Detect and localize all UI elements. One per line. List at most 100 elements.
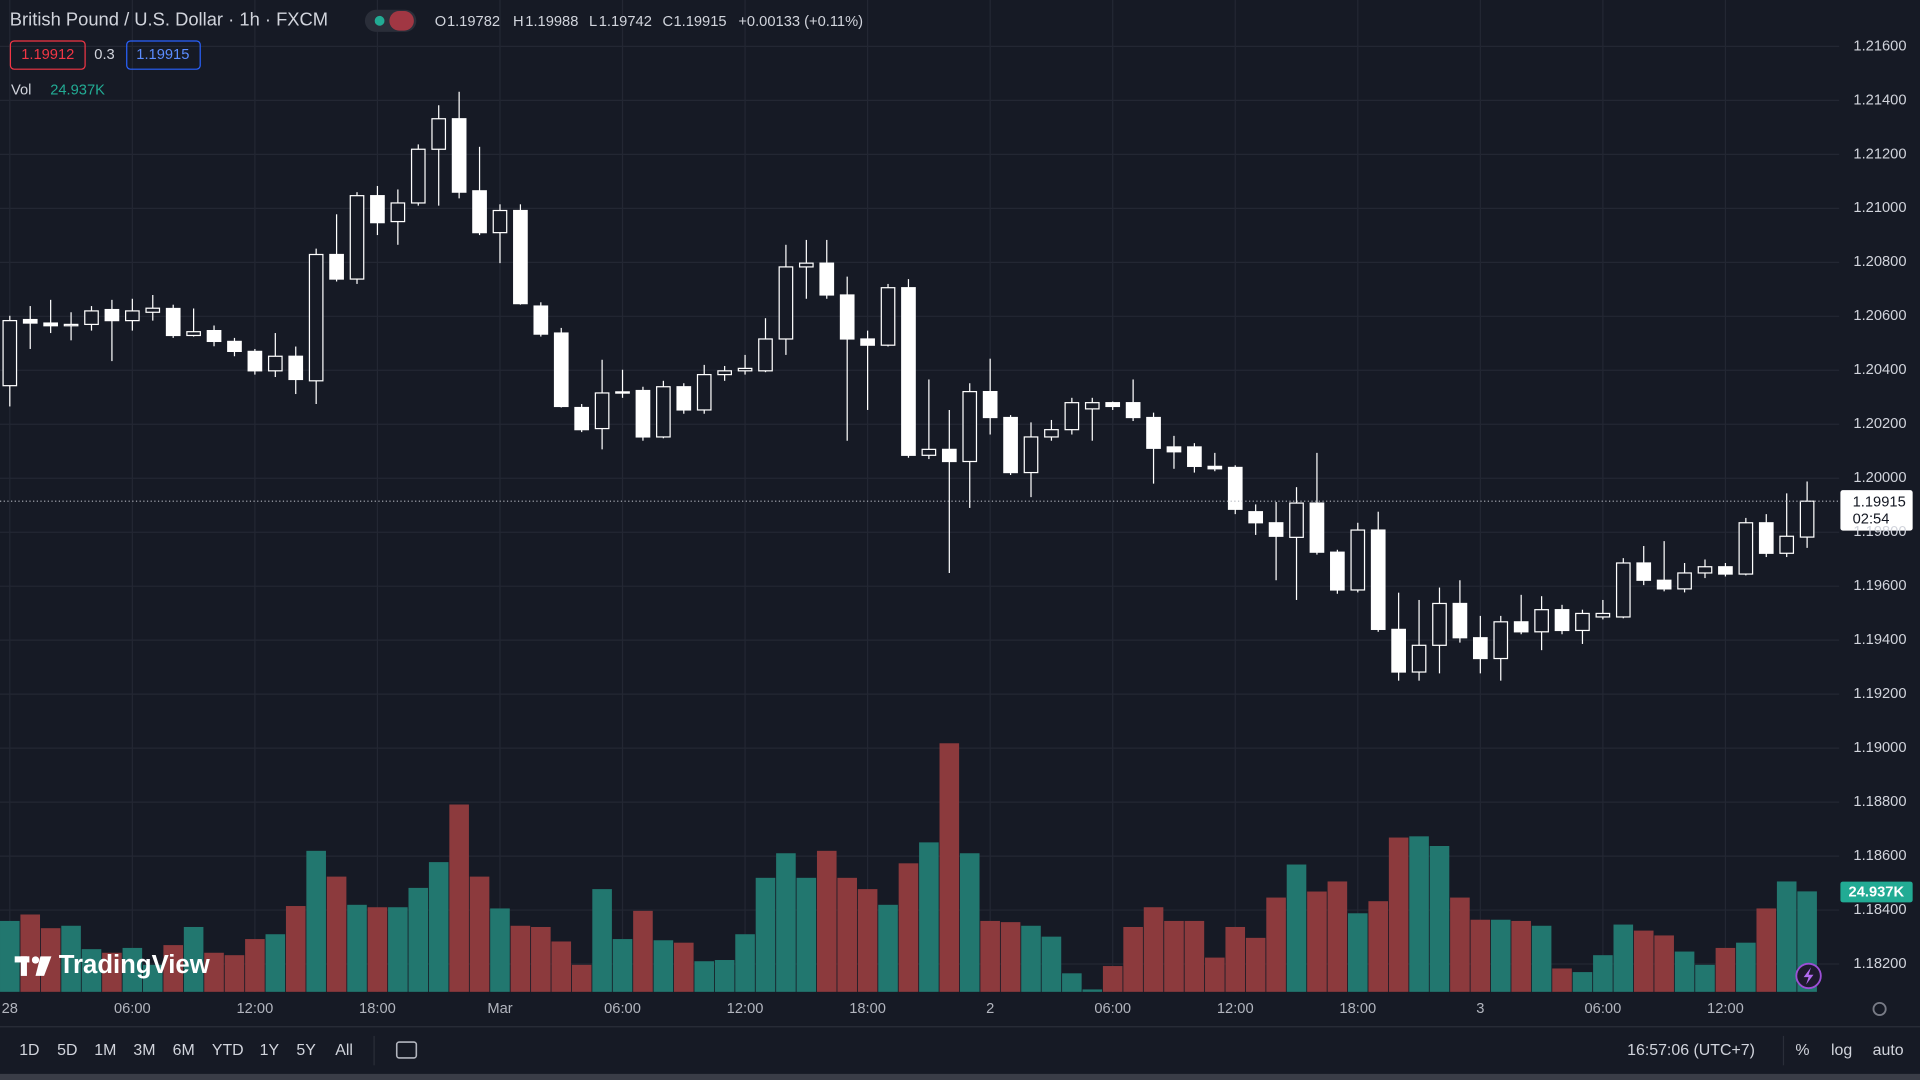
x-tick-label: 12:00: [1217, 1001, 1254, 1017]
volume-bar: [1205, 957, 1225, 992]
candle-body: [2, 320, 18, 387]
scale-option[interactable]: %: [1795, 1042, 1809, 1059]
volume-bar: [510, 925, 531, 992]
volume-bar: [1674, 951, 1695, 992]
settings-icon[interactable]: [1872, 1001, 1887, 1017]
candle-body: [982, 390, 998, 419]
y-tick-label: 1.19600: [1853, 578, 1906, 594]
scale-option[interactable]: auto: [1873, 1042, 1904, 1059]
volume-bar: [1552, 968, 1572, 992]
candle-body: [921, 448, 937, 456]
volume-badge: [1840, 881, 1913, 903]
range-button[interactable]: YTD: [212, 1042, 244, 1059]
candle-body: [1452, 602, 1468, 639]
candle-body: [186, 331, 201, 337]
bottom-toolbar: 1D 5D 1M 3M 6M YTD 1Y 5Y All% log auto: [19, 1042, 1904, 1059]
candle-body: [1636, 562, 1652, 581]
x-tick-label: 06:00: [1584, 1001, 1621, 1017]
volume-bar: [1164, 920, 1184, 992]
candle-body: [227, 340, 242, 353]
volume-bar: [449, 804, 469, 992]
candle-body: [1166, 446, 1182, 453]
symbol-title[interactable]: British Pound / U.S. Dollar · 1h · FXCM: [10, 9, 328, 30]
range-button[interactable]: 5Y: [296, 1042, 316, 1059]
candle-body: [819, 262, 835, 296]
range-button[interactable]: 1M: [94, 1042, 116, 1059]
volume-bar: [878, 904, 898, 992]
y-tick-label: 1.18400: [1853, 902, 1906, 918]
candle-body: [431, 118, 447, 150]
volume-bar: [306, 850, 326, 992]
volume-bar: [245, 939, 265, 992]
range-button[interactable]: All: [335, 1042, 353, 1059]
volume-bar: [20, 914, 41, 992]
range-button[interactable]: 5D: [57, 1042, 77, 1059]
candle-body: [1187, 446, 1202, 467]
volume-bar: [163, 945, 183, 992]
volume-bar: [265, 934, 286, 992]
ohlc-label: C: [662, 14, 673, 30]
range-button[interactable]: 1D: [19, 1042, 39, 1059]
volume-bar: [653, 940, 674, 992]
y-tick-label: 1.19200: [1853, 686, 1906, 702]
volume-bar: [1143, 907, 1164, 992]
volume-bar: [1633, 930, 1654, 992]
volume-bar: [1327, 881, 1348, 992]
candle-body: [349, 195, 365, 280]
candle-body: [717, 370, 732, 376]
clock[interactable]: 16:57:06 (UTC+7): [1627, 1042, 1755, 1059]
candle-body: [1656, 579, 1672, 590]
watermark: TradingView: [59, 951, 211, 979]
volume-bar: [0, 920, 20, 992]
volume-bar: [224, 955, 245, 992]
y-tick-label: 1.21200: [1853, 146, 1906, 162]
candle-body: [1084, 402, 1100, 410]
candle-body: [1411, 644, 1427, 673]
scale-option[interactable]: log: [1831, 1042, 1852, 1059]
range-button[interactable]: 6M: [173, 1042, 195, 1059]
ask-price[interactable]: 1.19915: [136, 47, 189, 63]
close-value: 1.19915: [673, 14, 726, 30]
volume-bar: [1695, 964, 1715, 992]
last-price-badge: [1840, 490, 1913, 531]
volume-bar: [490, 908, 510, 992]
range-button[interactable]: 1Y: [260, 1042, 280, 1059]
volume-bar: [1368, 901, 1389, 992]
change-value: +0.00133 (+0.11%): [738, 14, 863, 30]
y-tick-label: 1.20800: [1853, 254, 1906, 270]
candle-body: [104, 308, 120, 322]
x-tick-label: Mar: [487, 1001, 512, 1017]
volume-bar: [551, 941, 572, 992]
candle-body: [860, 338, 875, 346]
candle-body: [533, 305, 549, 335]
alert-icon: [389, 11, 414, 31]
buy-box[interactable]: [126, 40, 201, 70]
candle-body: [778, 266, 794, 340]
volume-bar: [61, 925, 81, 992]
volume-bar: [1388, 837, 1409, 992]
volume-bar: [102, 952, 122, 992]
candle-body: [1330, 551, 1345, 591]
volume-bar: [388, 907, 408, 992]
volume-bar: [1490, 919, 1511, 992]
volume-bar: [776, 853, 796, 992]
candle-body: [635, 389, 651, 438]
sell-box[interactable]: [9, 40, 86, 70]
volume-bar: [1307, 891, 1327, 992]
volume-bar: [694, 961, 715, 992]
volume-legend-name: Vol: [11, 82, 31, 98]
candle-body: [962, 390, 978, 463]
date-range-icon[interactable]: [395, 1041, 418, 1059]
candle-body: [1044, 429, 1059, 438]
candles: [2, 91, 1815, 681]
candle-body: [758, 338, 773, 372]
volume-bar: [1613, 924, 1634, 992]
bid-price[interactable]: 1.19912: [21, 47, 74, 63]
ohlc-label: O: [435, 14, 446, 30]
range-button[interactable]: 3M: [133, 1042, 155, 1059]
candle-body: [451, 118, 467, 193]
candle-body: [1391, 628, 1406, 673]
volume-bar: [612, 939, 633, 992]
candle-body: [901, 287, 916, 456]
volume-bar: [1715, 947, 1736, 992]
